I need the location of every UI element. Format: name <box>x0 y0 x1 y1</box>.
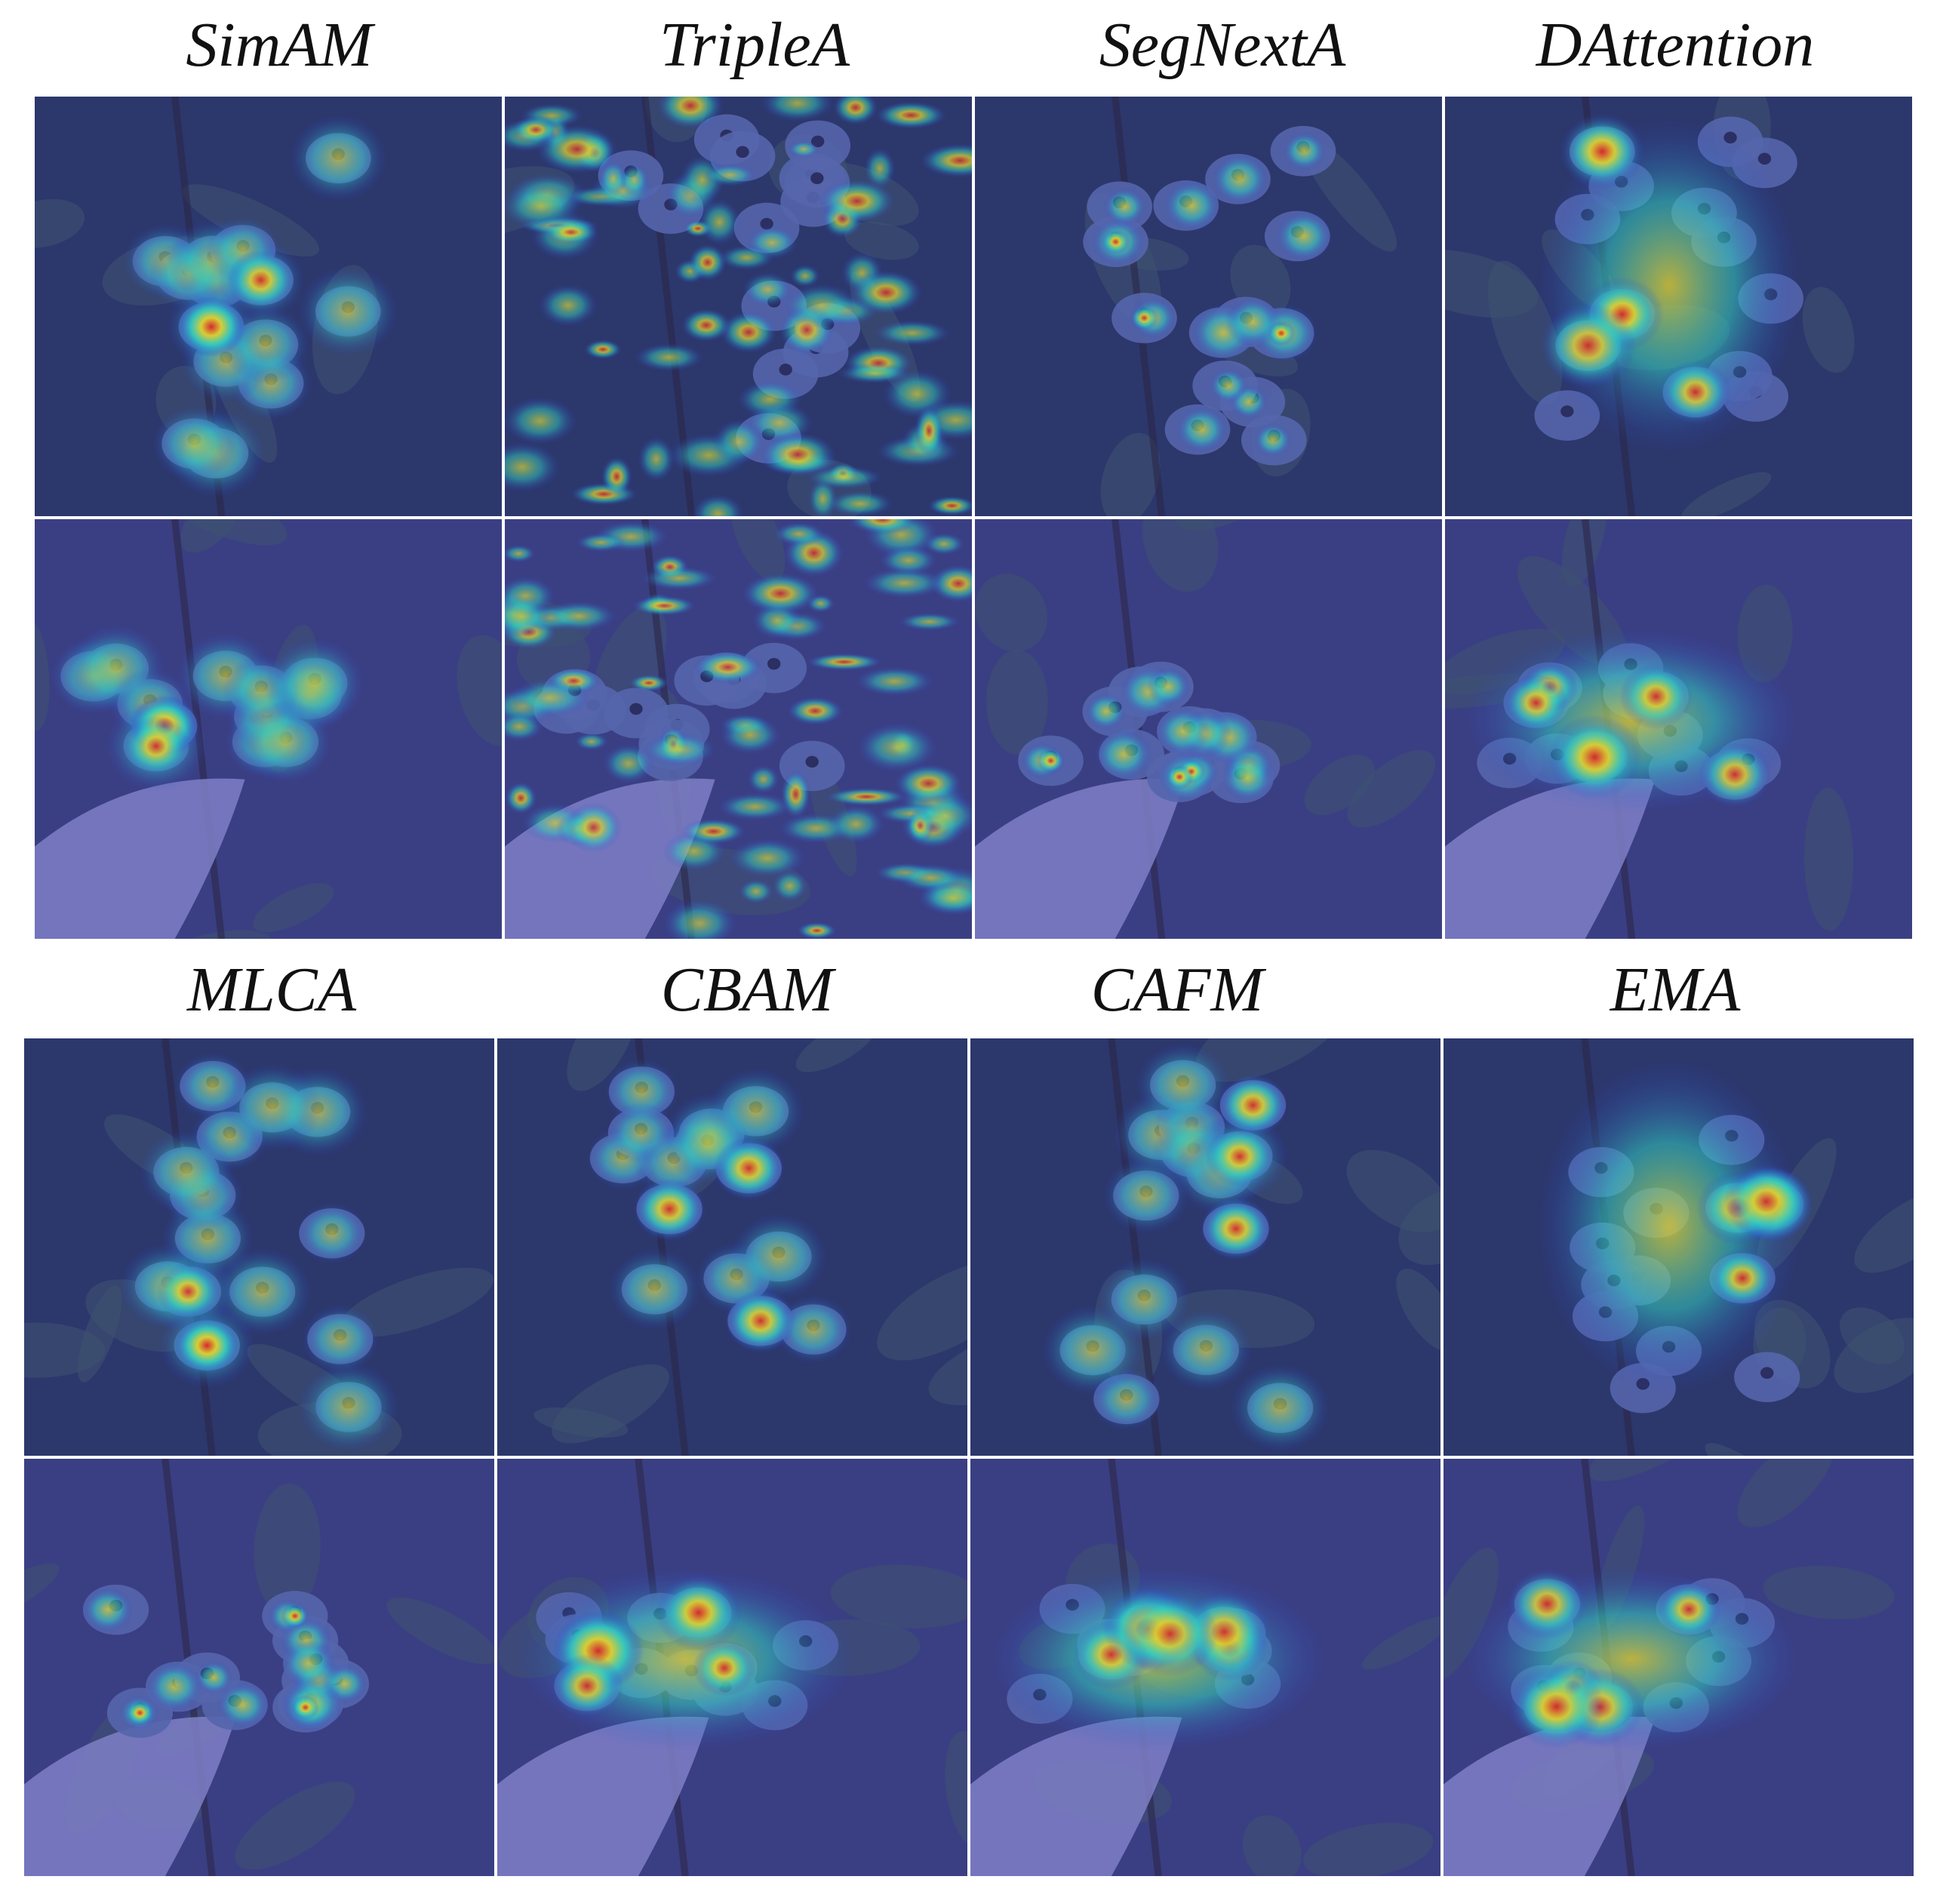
heatmap-image <box>1445 519 1912 939</box>
heatmap-cell <box>497 1038 967 1456</box>
heatmap-image <box>505 97 972 516</box>
top-titles: SimAM TripleA SegNextA DAttention <box>0 0 1937 91</box>
title-dattention: DAttention <box>1536 10 1815 80</box>
bottom-heatmap-grid <box>24 1038 1914 1876</box>
heatmap-cell <box>497 1459 967 1876</box>
heatmap-cell <box>24 1459 494 1876</box>
heatmap-image <box>505 519 972 939</box>
heatmap-image <box>975 97 1442 516</box>
bottom-titles: MLCA CBAM CAFM EMA <box>0 945 1937 1035</box>
heatmap-image <box>1445 97 1912 516</box>
heatmap-cell <box>975 519 1442 939</box>
heatmap-cell <box>35 97 502 516</box>
heatmap-image <box>970 1459 1440 1876</box>
title-cafm: CAFM <box>1090 955 1264 1025</box>
heatmap-image <box>1444 1038 1914 1456</box>
title-simam: SimAM <box>186 10 373 80</box>
heatmap-cell <box>970 1038 1440 1456</box>
heatmap-image <box>497 1459 967 1876</box>
heatmap-image <box>497 1038 967 1456</box>
title-triplea: TripleA <box>659 10 850 80</box>
title-cbam: CBAM <box>660 955 834 1025</box>
heatmap-cell <box>1444 1459 1914 1876</box>
title-ema: EMA <box>1610 955 1741 1025</box>
heatmap-image <box>970 1038 1440 1456</box>
heatmap-image <box>1444 1459 1914 1876</box>
heatmap-cell <box>24 1038 494 1456</box>
heatmap-image <box>24 1038 494 1456</box>
title-mlca: MLCA <box>186 955 357 1025</box>
heatmap-cell <box>1445 519 1912 939</box>
heatmap-image <box>35 97 502 516</box>
title-segnexta: SegNextA <box>1099 10 1346 80</box>
heatmap-cell <box>970 1459 1440 1876</box>
heatmap-image <box>24 1459 494 1876</box>
top-heatmap-grid <box>35 97 1912 939</box>
heatmap-cell <box>505 519 972 939</box>
heatmap-cell <box>505 97 972 516</box>
heatmap-cell <box>975 97 1442 516</box>
heatmap-image <box>975 519 1442 939</box>
heatmap-cell <box>1444 1038 1914 1456</box>
heatmap-cell <box>1445 97 1912 516</box>
heatmap-cell <box>35 519 502 939</box>
heatmap-image <box>35 519 502 939</box>
